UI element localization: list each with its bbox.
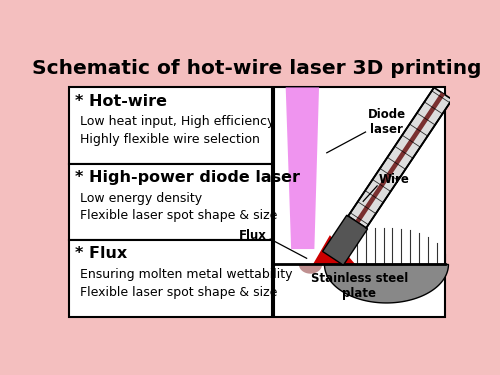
Polygon shape: [299, 264, 322, 274]
Polygon shape: [331, 92, 445, 260]
Text: Stainless steel
plate: Stainless steel plate: [310, 272, 408, 300]
Bar: [68, 164, 272, 240]
Bar: [68, 240, 272, 317]
Text: Low energy density: Low energy density: [80, 192, 202, 205]
Text: Wire: Wire: [378, 173, 410, 186]
Text: Schematic of hot-wire laser 3D printing: Schematic of hot-wire laser 3D printing: [32, 58, 481, 78]
Polygon shape: [348, 87, 452, 228]
Bar: [68, 87, 272, 164]
Polygon shape: [322, 215, 368, 265]
Text: Low heat input, High efficiency: Low heat input, High efficiency: [80, 116, 274, 129]
Text: Ensuring molten metal wettability: Ensuring molten metal wettability: [80, 268, 292, 281]
Text: Flux: Flux: [238, 229, 266, 242]
Text: Highly flexible wire selection: Highly flexible wire selection: [80, 133, 260, 146]
Text: Flexible laser spot shape & size: Flexible laser spot shape & size: [80, 286, 277, 298]
Text: Flexible laser spot shape & size: Flexible laser spot shape & size: [80, 210, 277, 222]
Bar: [274, 87, 444, 317]
Polygon shape: [286, 87, 319, 249]
Text: * Hot-wire: * Hot-wire: [75, 94, 167, 109]
Text: * Flux: * Flux: [75, 246, 127, 261]
Text: Diode
laser: Diode laser: [368, 108, 406, 136]
Polygon shape: [324, 264, 448, 303]
Text: * High-power diode laser: * High-power diode laser: [75, 170, 300, 185]
Polygon shape: [313, 235, 356, 264]
